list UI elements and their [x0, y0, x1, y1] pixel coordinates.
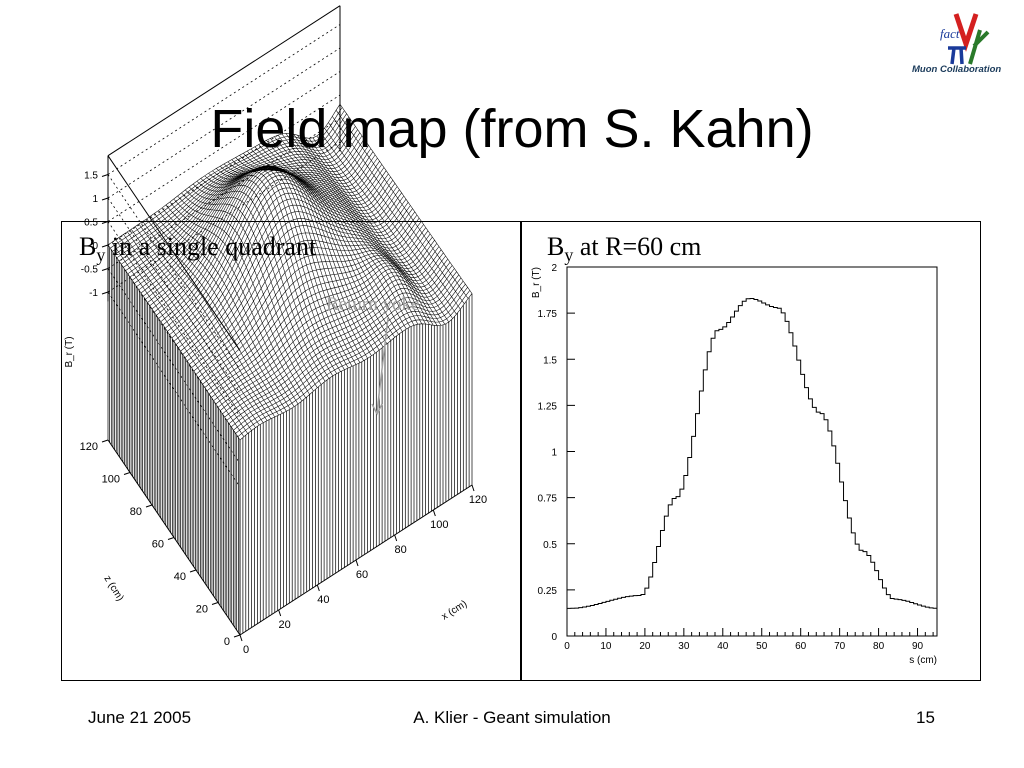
- footer-title: A. Klier - Geant simulation: [413, 708, 611, 727]
- logo-pi-icon: [948, 46, 966, 65]
- z-tick-label: 1.5: [84, 171, 98, 182]
- z-tick-label: 1: [92, 194, 98, 205]
- logo-fact-text: fact: [940, 26, 960, 41]
- logo-mu-icon: [968, 29, 990, 65]
- right-panel-title: By at R=60 cm: [547, 232, 702, 266]
- z-tick: [101, 197, 109, 201]
- footer-date: June 21 2005: [88, 708, 192, 727]
- page-number: 15: [916, 708, 935, 727]
- left-panel-title: By in a single quadrant: [79, 232, 317, 266]
- panel-divider: [520, 221, 522, 681]
- muon-collaboration-logo: fact Muon Collaboration: [912, 13, 1001, 74]
- logo-caption: Muon Collaboration: [912, 64, 1001, 74]
- slide-title: Field map (from S. Kahn): [210, 99, 814, 159]
- z-tick: [101, 174, 109, 177]
- logo-nu-icon: [953, 13, 979, 52]
